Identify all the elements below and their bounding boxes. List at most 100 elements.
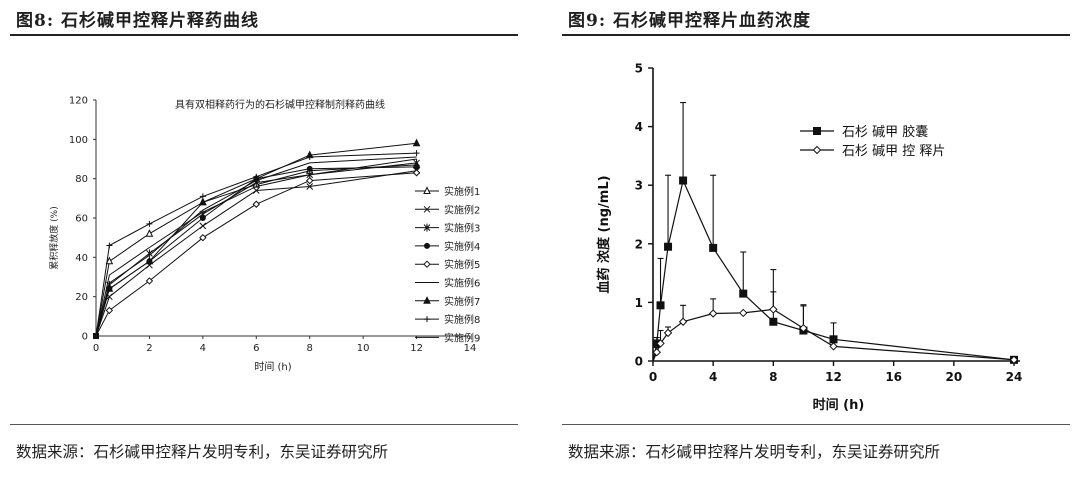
x-tick-label: 14 xyxy=(464,343,477,354)
series-line xyxy=(95,170,417,337)
series-line xyxy=(95,162,417,337)
legend-label: 实施例5 xyxy=(444,258,480,271)
y-axis-label: 累积释放度 (%) xyxy=(48,206,60,269)
source-divider xyxy=(562,424,1070,425)
x-tick-label: 4 xyxy=(200,343,206,354)
y-tick-label: 0 xyxy=(635,355,643,369)
data-point xyxy=(199,222,207,230)
data-point xyxy=(663,328,673,338)
x-axis-label: 时间 (h) xyxy=(254,360,291,373)
legend-label: 石杉 碱甲 胶囊 xyxy=(842,124,928,140)
chart-title: 具有双相释药行为的石杉碱甲控释制剂释药曲线 xyxy=(175,98,385,111)
x-axis-label: 时间 (h) xyxy=(813,397,865,413)
series-line xyxy=(95,142,417,337)
series-1 xyxy=(652,102,1018,364)
legend-label: 石杉 碱甲 控 释片 xyxy=(842,144,945,159)
data-point xyxy=(252,200,260,208)
legend-marker xyxy=(423,260,431,268)
data-point xyxy=(145,277,154,285)
x-tick-label: 24 xyxy=(1006,370,1023,384)
x-tick-label: 8 xyxy=(769,370,777,384)
data-point xyxy=(769,317,778,326)
data-point xyxy=(652,348,661,357)
data-point xyxy=(412,138,421,147)
x-tick-label: 12 xyxy=(825,370,842,384)
y-tick-label: 40 xyxy=(75,253,88,264)
x-tick-label: 10 xyxy=(357,343,370,354)
series-line xyxy=(95,172,417,337)
legend-marker xyxy=(423,223,431,232)
data-point xyxy=(413,163,420,170)
data-point xyxy=(1009,355,1019,365)
data-point xyxy=(106,242,113,249)
legend-marker xyxy=(424,316,430,323)
series-line xyxy=(95,158,417,337)
data-point xyxy=(306,165,313,172)
legend-label: 实施例3 xyxy=(444,222,480,235)
legend-label: 实施例1 xyxy=(444,185,480,198)
legend-label: 实施例9 xyxy=(444,331,480,344)
x-tick-label: 6 xyxy=(253,343,259,354)
y-tick-label: 100 xyxy=(69,135,88,146)
series-2 xyxy=(95,167,420,337)
data-point xyxy=(146,249,153,258)
data-point xyxy=(664,242,673,251)
figure-9-panel: 图9: 石杉碱甲控释片血药浓度 0 4 8 12 16 20 24 0 1 2 3 4 5 时间 (h) 血… xyxy=(562,0,1070,496)
data-point xyxy=(252,187,260,194)
legend-marker xyxy=(423,186,431,194)
data-point xyxy=(708,309,718,318)
data-point xyxy=(412,169,421,177)
data-point xyxy=(678,317,688,326)
x-tick-label: 16 xyxy=(885,370,902,384)
title-divider xyxy=(562,34,1070,36)
x-tick-label: 0 xyxy=(93,343,99,354)
data-point xyxy=(709,243,718,252)
figure-8-panel: 图8: 石杉碱甲控释片释药曲线 具有双相释药行为的石杉碱甲控释制剂释药曲线 0 2 4… xyxy=(10,0,518,496)
series-2 xyxy=(652,291,1019,365)
y-axis-label: 血药 浓度 (ng/mL) xyxy=(596,175,612,293)
data-point xyxy=(306,183,314,190)
x-tick-label: 12 xyxy=(410,343,423,354)
legend-marker xyxy=(812,145,822,155)
x-tick-label: 0 xyxy=(649,370,657,384)
series-9 xyxy=(95,158,417,337)
series-7 xyxy=(95,138,421,337)
legend-label: 实施例4 xyxy=(444,240,480,253)
data-point xyxy=(679,176,688,185)
series-5 xyxy=(95,169,421,337)
legend-marker xyxy=(423,205,431,213)
x-tick-label: 8 xyxy=(307,343,313,354)
data-point xyxy=(799,323,808,333)
data-point xyxy=(199,193,206,200)
series-6 xyxy=(95,156,417,337)
x-tick-label: 2 xyxy=(146,343,152,354)
legend-label: 实施例6 xyxy=(444,277,480,290)
data-source: 数据来源：石杉碱甲控释片发明专利，东吴证券研究所 xyxy=(568,443,941,461)
y-tick-label: 1 xyxy=(635,296,643,310)
data-point xyxy=(105,306,114,315)
legend-marker xyxy=(423,296,431,304)
data-point xyxy=(829,342,838,351)
x-tick-label: 20 xyxy=(945,370,962,384)
y-tick-label: 60 xyxy=(75,214,88,225)
data-point xyxy=(306,154,313,161)
data-point xyxy=(199,233,207,242)
data-point xyxy=(145,229,154,237)
data-point xyxy=(656,301,665,310)
data-point xyxy=(413,150,420,157)
y-tick-label: 80 xyxy=(75,174,88,185)
origin-point xyxy=(93,333,99,339)
data-point xyxy=(656,339,665,348)
title-divider xyxy=(10,34,518,36)
data-point xyxy=(145,256,154,265)
release-curve-chart: 具有双相释药行为的石杉碱甲控释制剂释药曲线 0 2 4 6 8 10 12 14 0 20 40 60 8… xyxy=(48,96,480,374)
data-source: 数据来源：石杉碱甲控释片发明专利，东吴证券研究所 xyxy=(16,443,389,461)
data-point xyxy=(253,173,260,180)
legend-label: 实施例8 xyxy=(444,313,480,326)
data-point xyxy=(739,289,748,298)
y-tick-label: 5 xyxy=(635,62,643,76)
y-tick-label: 4 xyxy=(635,120,643,134)
legend-marker xyxy=(813,127,821,135)
x-tick-label: 4 xyxy=(709,370,717,384)
data-point xyxy=(199,215,206,221)
